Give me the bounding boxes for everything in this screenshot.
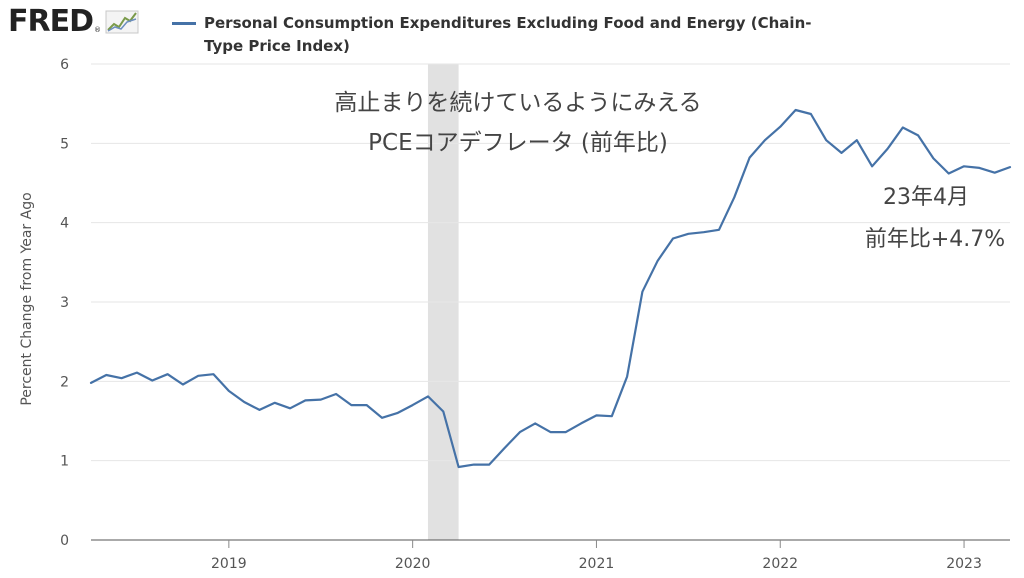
x-tick-label: 2020	[395, 556, 431, 572]
x-tick-label: 2021	[579, 556, 615, 572]
line-chart-icon	[105, 10, 139, 34]
y-tick-label: 6	[60, 57, 69, 73]
legend-swatch	[172, 22, 196, 25]
y-tick-label: 3	[60, 295, 69, 311]
annotation-text: 23年4月	[883, 185, 969, 210]
annotation-text: 高止まりを続けているようにみえる	[334, 90, 701, 116]
y-axis-label: Percent Change from Year Ago	[19, 192, 35, 405]
x-tick-label: 2022	[762, 556, 798, 572]
annotation-text: PCEコアデフレータ (前年比)	[368, 130, 668, 156]
y-tick-label: 0	[60, 533, 69, 549]
chart-legend: Personal Consumption Expenditures Exclud…	[172, 12, 852, 58]
x-tick-label: 2019	[211, 556, 247, 572]
series-line	[89, 108, 1012, 469]
fred-logo-text: FRED	[8, 4, 94, 39]
series-title: Personal Consumption Expenditures Exclud…	[204, 14, 812, 55]
x-tick-label: 2023	[946, 556, 982, 572]
y-tick-label: 5	[60, 136, 69, 152]
registered-mark: ®	[94, 26, 101, 34]
y-tick-label: 4	[60, 216, 69, 232]
y-tick-label: 1	[60, 454, 69, 470]
y-tick-label: 2	[60, 374, 69, 390]
annotation-text: 前年比+4.7%	[865, 227, 1005, 252]
fred-logo[interactable]: FRED ®	[8, 4, 139, 40]
